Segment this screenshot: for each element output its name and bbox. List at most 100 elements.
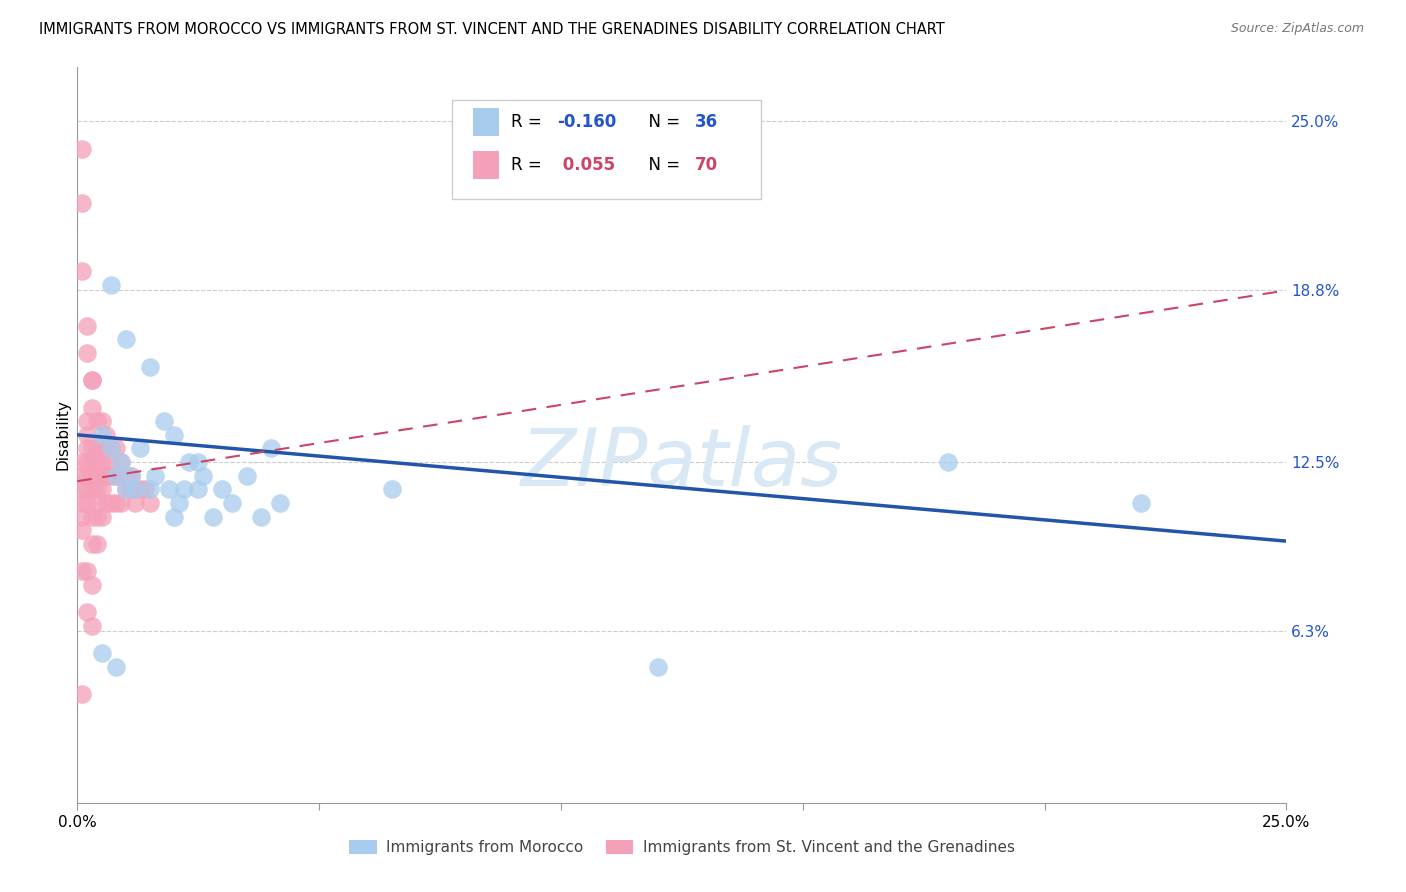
Point (70, 264, 93, 278)
Point (76, 414, 98, 428)
Legend: Immigrants from Morocco, Immigrants from St. Vincent and the Grenadines: Immigrants from Morocco, Immigrants from… (343, 834, 1021, 862)
Point (76, 468, 98, 483)
Point (105, 442, 128, 456)
Point (86, 483, 108, 497)
Point (80, 373, 103, 387)
Point (70, 564, 93, 578)
Point (86, 414, 108, 428)
Y-axis label: Disability: Disability (55, 400, 70, 470)
Point (191, 468, 214, 483)
Text: R =: R = (512, 113, 547, 131)
Point (235, 468, 257, 483)
Point (110, 455, 132, 469)
Point (70, 196, 93, 211)
Point (76, 483, 98, 497)
Point (100, 496, 122, 510)
Text: 70: 70 (695, 156, 718, 174)
Text: Source: ZipAtlas.com: Source: ZipAtlas.com (1230, 22, 1364, 36)
Point (163, 427, 186, 442)
Point (86, 496, 108, 510)
FancyBboxPatch shape (453, 100, 761, 200)
Point (120, 468, 142, 483)
Point (129, 442, 152, 456)
Text: R =: R = (512, 156, 547, 174)
Point (114, 483, 136, 497)
Point (86, 537, 108, 551)
Point (80, 373, 103, 387)
Point (129, 483, 152, 497)
Point (114, 483, 136, 497)
Point (100, 442, 122, 456)
Point (100, 442, 122, 456)
Point (124, 483, 146, 497)
Point (96, 496, 118, 510)
Point (96, 427, 118, 442)
Point (90, 646, 112, 660)
FancyBboxPatch shape (472, 108, 499, 136)
Point (76, 455, 98, 469)
Text: N =: N = (638, 156, 686, 174)
Point (86, 442, 108, 456)
Point (80, 618, 103, 632)
Point (90, 468, 112, 483)
Point (76, 496, 98, 510)
Point (70, 496, 93, 510)
Point (120, 468, 142, 483)
Point (139, 496, 162, 510)
Point (80, 401, 103, 415)
Point (86, 455, 108, 469)
Point (936, 455, 959, 469)
Point (100, 455, 122, 469)
Point (80, 537, 103, 551)
Point (105, 468, 128, 483)
Text: ZIPatlas: ZIPatlas (520, 425, 844, 503)
Point (221, 496, 243, 510)
Point (76, 346, 98, 360)
Point (110, 468, 132, 483)
Point (80, 483, 103, 497)
Point (211, 483, 233, 497)
Point (86, 509, 108, 524)
Point (114, 468, 136, 483)
Point (124, 496, 146, 510)
Point (1130, 496, 1153, 510)
Text: IMMIGRANTS FROM MOROCCO VS IMMIGRANTS FROM ST. VINCENT AND THE GRENADINES DISABI: IMMIGRANTS FROM MOROCCO VS IMMIGRANTS FR… (39, 22, 945, 37)
Point (70, 468, 93, 483)
Point (96, 442, 118, 456)
Point (250, 509, 273, 524)
Point (187, 483, 209, 497)
Point (70, 509, 93, 524)
Point (76, 318, 98, 333)
Point (90, 509, 112, 524)
Point (70, 455, 93, 469)
Point (167, 496, 190, 510)
Point (76, 605, 98, 619)
Point (86, 468, 108, 483)
Point (105, 468, 128, 483)
Point (70, 483, 93, 497)
Point (110, 455, 132, 469)
Point (114, 333, 136, 347)
Point (96, 468, 118, 483)
Point (80, 468, 103, 483)
Point (139, 359, 162, 374)
Point (70, 687, 93, 701)
Point (260, 442, 283, 456)
Point (269, 496, 291, 510)
Point (70, 523, 93, 537)
Point (647, 659, 669, 673)
Point (90, 483, 112, 497)
Point (70, 142, 93, 156)
Text: 36: 36 (695, 113, 718, 131)
Point (80, 509, 103, 524)
Point (153, 414, 176, 428)
Point (139, 483, 162, 497)
Point (80, 455, 103, 469)
Text: -0.160: -0.160 (557, 113, 617, 131)
Point (163, 509, 186, 524)
Point (110, 496, 132, 510)
Point (90, 455, 112, 469)
Point (90, 427, 112, 442)
Point (80, 578, 103, 592)
Point (100, 277, 122, 292)
